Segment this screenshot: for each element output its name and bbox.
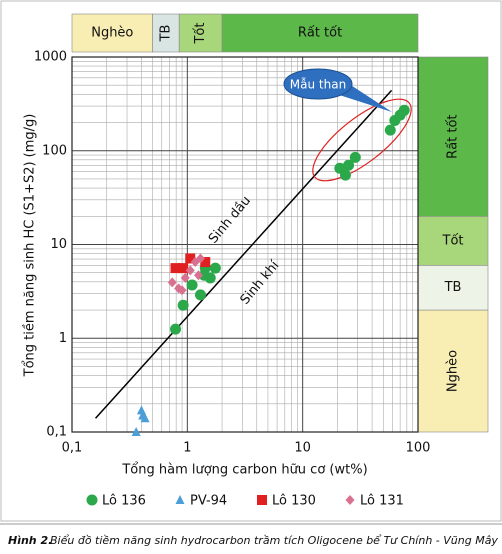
- y-axis-label: Tổng tiềm năng sinh HC (S1+S2) (mg/g): [23, 114, 38, 378]
- zone-band: [178, 13, 223, 53]
- y-tick-label: 100: [42, 143, 67, 158]
- frame: [0, 0, 502, 522]
- point: [384, 124, 396, 136]
- point: [185, 253, 196, 264]
- legend-marker: [86, 494, 98, 506]
- point: [343, 159, 355, 171]
- callout: [283, 68, 353, 100]
- point: [185, 265, 195, 276]
- point: [339, 169, 351, 181]
- zone-label: Tốt: [442, 233, 464, 248]
- x-tick-label: 100: [406, 441, 431, 456]
- point: [177, 285, 187, 296]
- y-tick-label: 10: [50, 237, 67, 252]
- point: [194, 270, 204, 281]
- legend-label: Lô 131: [360, 494, 404, 509]
- y-tick-label: 1: [59, 331, 67, 346]
- zone-band: [221, 13, 419, 53]
- zone-label: TB: [158, 25, 173, 43]
- point: [349, 151, 361, 163]
- point: [131, 427, 141, 436]
- zone-label: Nghèo: [446, 350, 461, 392]
- point: [209, 262, 221, 274]
- y-tick-label: 0,1: [46, 425, 67, 440]
- caption-text: Biểu đồ tiềm năng sinh hydrocarbon trầm …: [50, 534, 498, 547]
- point: [178, 263, 189, 274]
- annotation: Mẫu than: [290, 78, 346, 92]
- zone-band: [417, 215, 489, 266]
- zone-label: TB: [444, 280, 462, 295]
- zone-band: [71, 13, 153, 53]
- zone-label: Rất tốt: [298, 26, 342, 41]
- legend-label: Lô 136: [102, 494, 146, 509]
- legend-marker: [345, 495, 355, 505]
- legend-label: PV-94: [190, 494, 227, 509]
- point: [170, 263, 181, 274]
- x-tick-label: 1: [183, 441, 191, 456]
- x-axis-label: Tổng hàm lượng carbon hữu cơ (wt%): [121, 463, 367, 478]
- x-tick-label: 10: [294, 441, 311, 456]
- y-tick-label: 1000: [34, 50, 67, 65]
- legend-marker: [175, 495, 185, 504]
- point: [167, 277, 177, 288]
- legend-marker: [257, 495, 267, 505]
- zone-label: Nghèo: [91, 26, 133, 41]
- zone-band: [417, 56, 489, 217]
- zone-label: Rất tốt: [446, 114, 461, 158]
- point: [180, 272, 190, 283]
- point: [398, 104, 410, 116]
- zone-label: Tốt: [193, 23, 208, 45]
- x-tick-label: 0,1: [62, 441, 83, 456]
- point: [186, 279, 198, 291]
- point: [136, 405, 146, 415]
- point: [198, 269, 210, 281]
- plot-frame: [71, 56, 419, 433]
- caption-label: Hình 2.: [8, 534, 52, 547]
- legend-label: Lô 130: [272, 494, 316, 509]
- reference-line: [94, 89, 393, 419]
- point: [170, 323, 182, 335]
- point: [194, 289, 206, 301]
- annotation: Sinh dầu: [206, 193, 254, 246]
- point: [200, 257, 211, 268]
- point: [195, 253, 205, 264]
- highlight-ellipse: [312, 98, 412, 182]
- point: [177, 299, 189, 311]
- point: [140, 413, 150, 423]
- zone-band: [417, 264, 489, 311]
